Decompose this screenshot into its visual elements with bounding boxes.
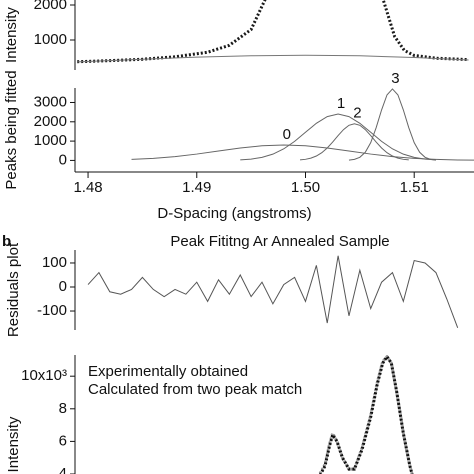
x-axis-label: D-Spacing (angstroms) [157,205,311,222]
peak-label: 0 [283,126,291,143]
y-tick-label: 4 [59,465,67,474]
y-tick-label: 1000 [34,31,67,48]
y-tick-label: 0 [59,151,67,168]
legend-label: Calculated from two peak match [88,381,302,398]
y-tick-label: 6 [59,432,67,449]
y-tick-label: 2000 [34,113,67,130]
y-tick-label: 2000 [34,0,67,13]
peak-label: 2 [353,105,361,122]
series-line [131,144,474,161]
peak-label: 3 [391,70,399,87]
series-line [77,0,469,64]
y-tick-label: 0 [59,278,67,295]
y-axis-label: Residuals plot [5,242,22,337]
y-axis-label: Intensity [3,7,20,63]
x-tick-label: 1.48 [73,179,102,196]
y-tick-label: 3000 [34,93,67,110]
y-tick-label: 8 [59,400,67,417]
series-line [77,54,469,63]
x-tick-label: 1.49 [182,179,211,196]
y-tick-label: -100 [37,302,67,319]
series-line [319,355,414,474]
y-tick-label: 100 [42,254,67,271]
y-tick-label: 10x10³ [21,367,67,384]
y-tick-label: 1000 [34,132,67,149]
peak-label: 1 [337,95,345,112]
series-line [348,88,437,161]
series-line [240,113,436,161]
y-axis-label: Intensity [5,416,22,472]
panel-label: b [2,233,11,250]
chart-title: Peak Fititng Ar Annealed Sample [170,233,389,250]
series-line [87,255,459,329]
y-axis-label: Peaks being fitted [3,70,20,189]
series-line [299,123,409,161]
x-tick-label: 1.50 [291,179,320,196]
legend-label: Experimentally obtained [88,363,248,380]
x-tick-label: 1.51 [400,179,429,196]
